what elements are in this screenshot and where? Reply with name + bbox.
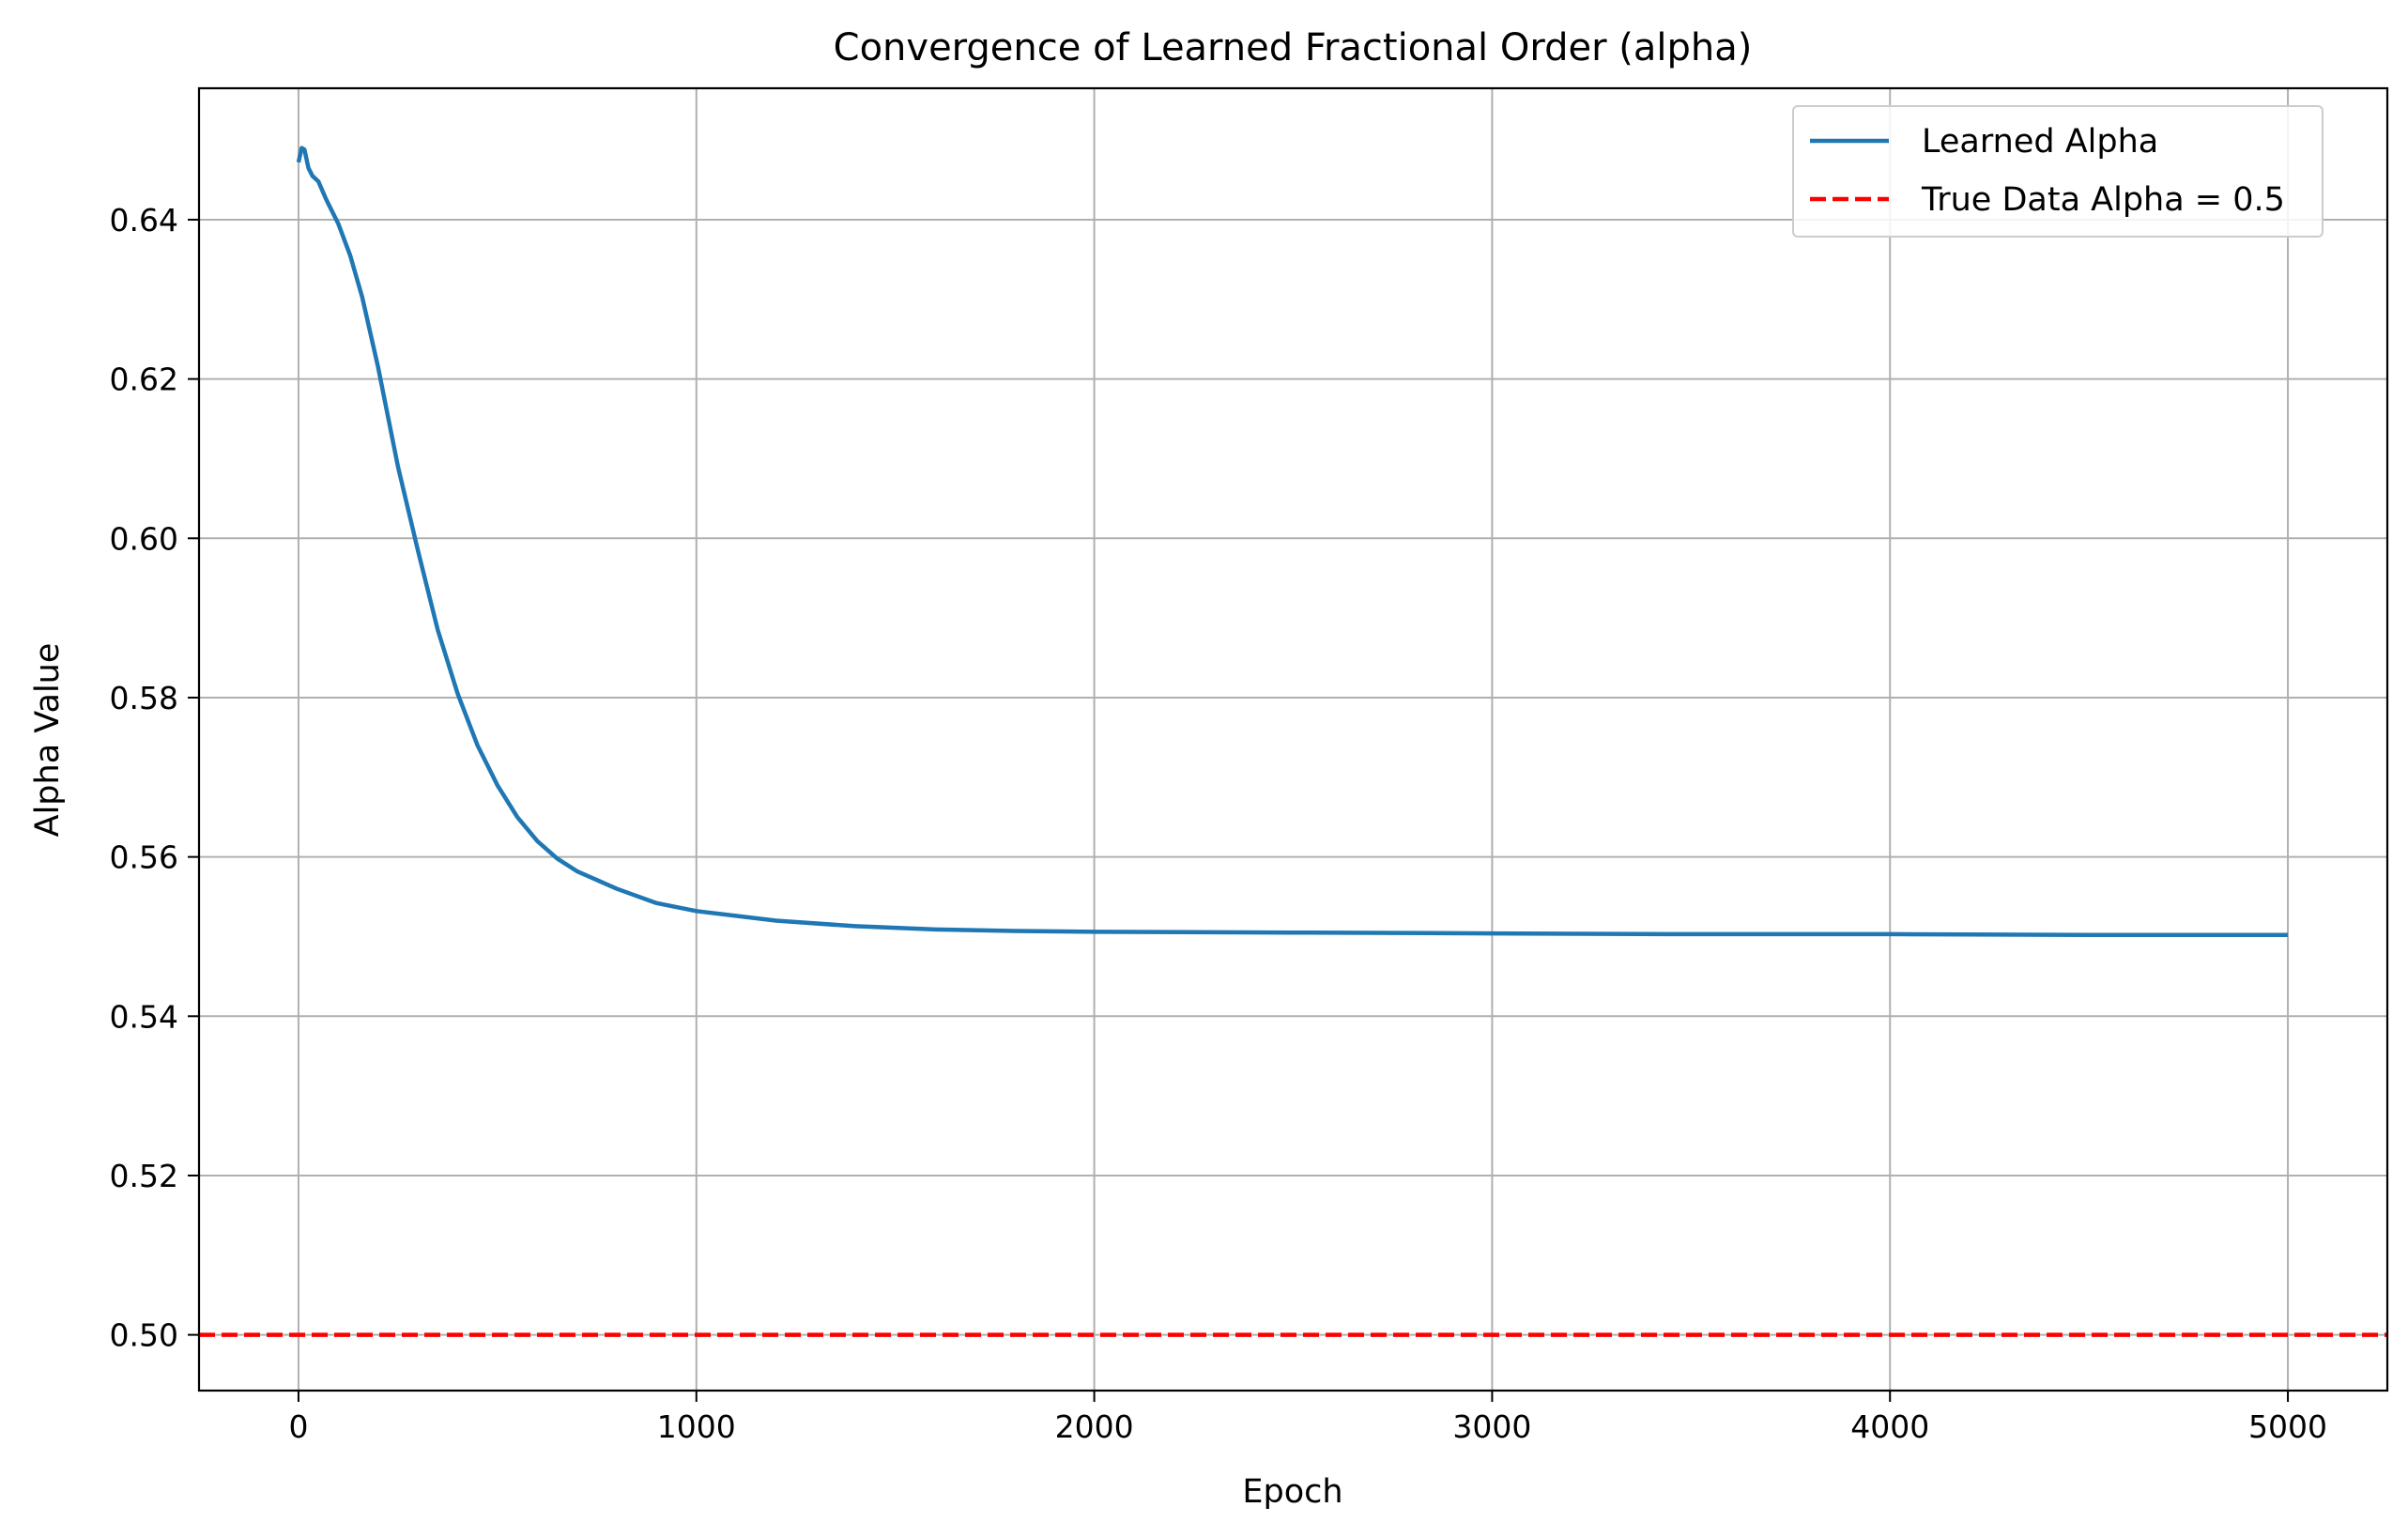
x-tick-label: 0 (288, 1408, 308, 1445)
legend-box (1792, 105, 2324, 238)
legend: Learned Alpha True Data Alpha = 0.5 (1792, 105, 2324, 238)
x-axis: 0 1000 2000 3000 4000 5000 (288, 1391, 2327, 1445)
y-tick-label: 0.56 (110, 839, 178, 876)
chart-title: Convergence of Learned Fractional Order … (834, 26, 1753, 69)
y-tick-label: 0.50 (110, 1317, 178, 1354)
legend-label-true-alpha: True Data Alpha = 0.5 (1921, 181, 2285, 219)
legend-label-learned-alpha: Learned Alpha (1922, 123, 2158, 161)
y-tick-label: 0.58 (110, 680, 178, 716)
y-tick-label: 0.62 (110, 361, 178, 398)
plot-frame (197, 86, 2389, 1392)
x-tick-label: 2000 (1055, 1408, 1134, 1445)
plot-series (199, 146, 2387, 1337)
y-tick-label: 0.54 (110, 998, 178, 1035)
series-learned-alpha-line (296, 146, 2289, 938)
y-axis-label: Alpha Value (29, 643, 67, 838)
x-axis-label: Epoch (1242, 1473, 1342, 1511)
x-tick-label: 1000 (657, 1408, 736, 1445)
x-tick-label: 5000 (2248, 1408, 2327, 1445)
x-tick-label: 3000 (1452, 1408, 1531, 1445)
y-tick-label: 0.64 (110, 202, 178, 238)
x-tick-label: 4000 (1850, 1408, 1929, 1445)
grid (199, 88, 2387, 1391)
y-axis: 0.50 0.52 0.54 0.56 0.58 0.60 0.62 0.64 (110, 202, 199, 1354)
y-tick-label: 0.52 (110, 1158, 178, 1194)
y-tick-label: 0.60 (110, 520, 178, 557)
